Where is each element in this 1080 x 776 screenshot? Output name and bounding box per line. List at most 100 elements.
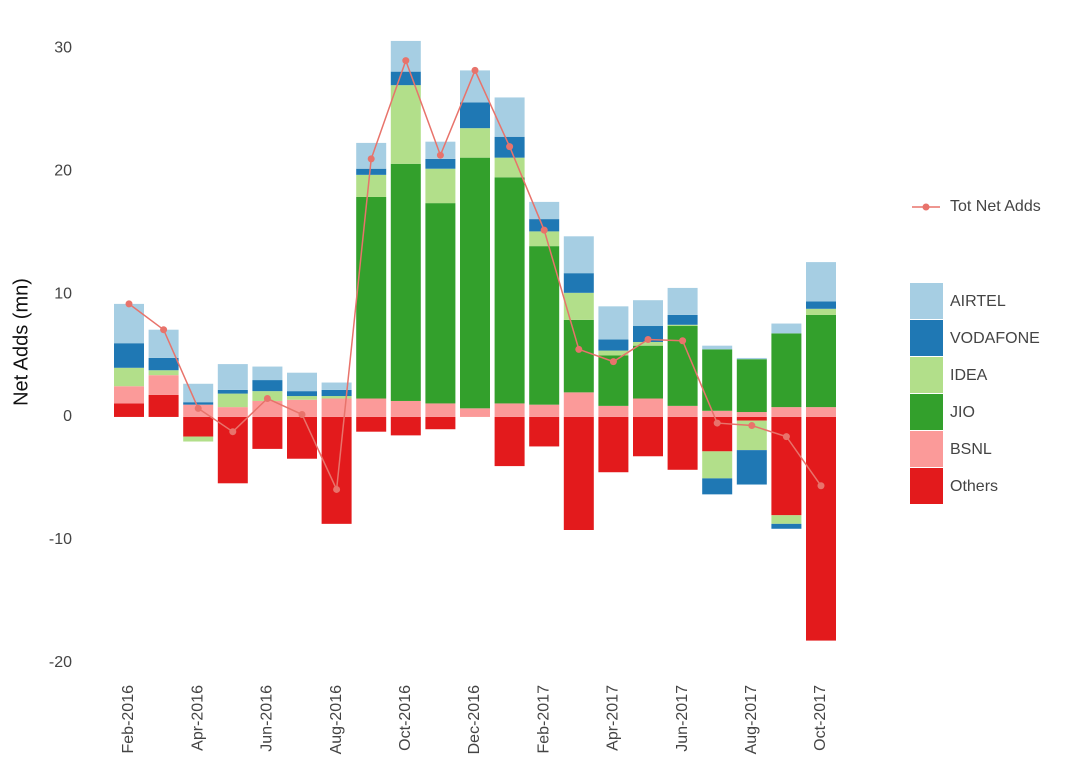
legend-label: VODAFONE [950, 330, 1040, 347]
total-point [298, 410, 306, 418]
bar-segment [287, 372, 317, 392]
x-tick-label: Apr-2017 [605, 685, 622, 751]
bar-segment [183, 416, 214, 437]
total-point [436, 151, 444, 159]
bar-segment [702, 410, 733, 417]
legend-point [922, 203, 930, 211]
x-tick-label: Aug-2017 [743, 685, 760, 754]
bar-segment [356, 416, 387, 432]
bar-segment [390, 163, 421, 401]
bar-segment [114, 343, 144, 368]
bar-segment [598, 405, 629, 417]
bar-segment [252, 366, 283, 381]
x-tick-label: Aug-2016 [328, 685, 345, 754]
bar-segment [460, 408, 490, 417]
bar-segment [806, 262, 836, 302]
bar-segment [667, 405, 698, 417]
total-point [644, 336, 652, 344]
total-point [540, 226, 548, 234]
legend-label: Tot Net Adds [950, 198, 1041, 215]
bar-segment [736, 359, 767, 413]
bar-segment [633, 341, 663, 346]
total-point [125, 300, 133, 308]
bar-segment [148, 375, 179, 395]
total-point [679, 337, 687, 345]
bar-segment [356, 168, 387, 175]
bar-segment [183, 436, 214, 442]
bar-segment [494, 416, 525, 467]
bar-segment [287, 391, 317, 397]
bar-segment [390, 400, 421, 417]
y-tick-label: 20 [54, 162, 72, 179]
bar-segment [460, 128, 490, 158]
bar-segment [736, 412, 767, 417]
bar-segment [806, 407, 836, 417]
bar-segment [390, 40, 421, 72]
x-tick-label: Oct-2016 [397, 685, 414, 751]
bar-segment [529, 416, 560, 447]
bar-segment [425, 168, 456, 204]
bar-segment [667, 324, 698, 327]
bar-segment [356, 196, 387, 399]
bar-segment [771, 407, 802, 417]
total-point [575, 345, 583, 353]
bar-segment [702, 345, 733, 350]
y-tick-label: -10 [49, 531, 72, 548]
bar-segment [667, 416, 698, 470]
bar-segment [598, 416, 629, 473]
bar-segment [806, 416, 836, 641]
bar-segment [771, 515, 802, 524]
bar-segment [529, 201, 560, 220]
legend-label: BSNL [950, 441, 992, 458]
bar-segment [460, 70, 490, 103]
bar-segment [252, 416, 283, 449]
bar-segment [563, 416, 594, 530]
bar-segment [771, 416, 802, 516]
total-point [817, 482, 825, 490]
bar-segment [287, 399, 317, 417]
total-point [506, 143, 514, 151]
total-point [229, 428, 237, 436]
bar-segment [148, 394, 179, 417]
bar-segment [425, 416, 456, 430]
bar-segment [736, 357, 767, 360]
x-tick-label: Oct-2017 [812, 685, 829, 751]
bar-segment [252, 380, 283, 392]
total-point [748, 422, 756, 430]
bar-segment [217, 393, 248, 408]
bar-segment [356, 398, 387, 417]
y-tick-label: 0 [63, 408, 72, 425]
x-tick-label: Jun-2016 [259, 685, 276, 752]
legend-swatch [910, 468, 943, 504]
bar-segment [563, 236, 594, 274]
bar-segment [702, 349, 733, 411]
x-tick-label: Dec-2016 [466, 685, 483, 754]
bar-segment [148, 357, 179, 371]
x-tick-label: Feb-2016 [120, 685, 137, 754]
total-point [609, 358, 617, 366]
bar-segment [460, 102, 490, 129]
bar-segment [287, 396, 317, 400]
bar-segment [806, 314, 836, 408]
x-tick-label: Apr-2016 [189, 685, 206, 751]
bar-segment [806, 301, 836, 309]
bar-segment [529, 231, 560, 247]
bar-segment [529, 404, 560, 417]
bar-segment [425, 203, 456, 404]
legend-label: IDEA [950, 367, 988, 384]
bar-segment [633, 398, 663, 417]
bar-segment [633, 326, 663, 342]
bar-segment [494, 157, 525, 178]
legend-swatch [910, 283, 943, 319]
legend-label: JIO [950, 404, 975, 421]
bar-segment [771, 523, 802, 529]
bar-segment [321, 389, 352, 397]
bar-segment [494, 403, 525, 417]
y-tick-label: 30 [54, 40, 72, 57]
bar-segment [771, 323, 802, 334]
bar-segment [183, 402, 214, 405]
bar-segment [771, 333, 802, 408]
bar-segment [356, 174, 387, 197]
bar-segment [321, 416, 352, 524]
